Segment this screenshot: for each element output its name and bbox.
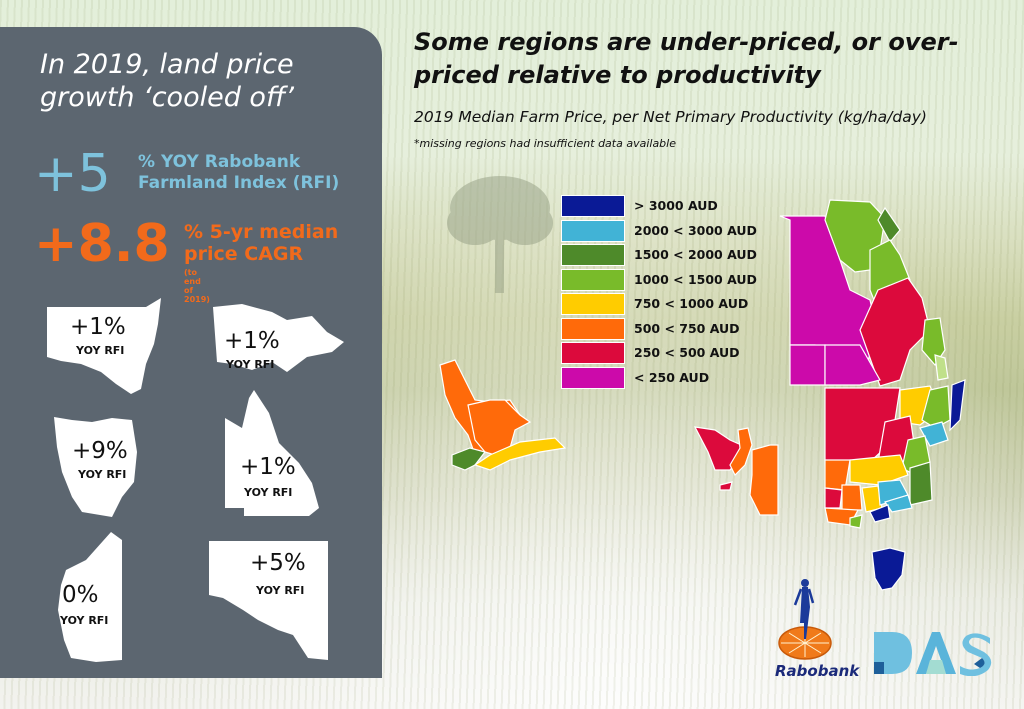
legend-swatch [561,195,625,217]
rfi-value: +5 [34,144,111,204]
sa-shape-icon [209,541,328,660]
legend-swatch [561,317,625,340]
state-wa: 0% YOY RFI [56,530,126,665]
map-subheading: 2019 Median Farm Price, per Net Primary … [414,108,927,126]
cagr-note: (to end of 2019) [184,268,210,304]
legend-swatch [561,293,625,315]
choropleth-map [439,199,966,591]
rabobank-logo: Rabobank [775,575,859,685]
panel-title: In 2019, land price growth ‘cooled off’ [40,49,295,113]
tas-shape-icon [54,417,137,517]
qld-shape-icon [225,390,319,516]
nsw-shape-icon [47,298,161,394]
main-heading: Some regions are under-priced, or over-p… [414,28,959,89]
rabobank-wordmark: Rabobank [775,662,860,680]
state-qld: +1% YOY RFI [224,388,334,518]
legend-swatch [561,366,625,389]
cagr-value: +8.8 [34,214,170,274]
state-nsw: +1% YOY RFI [46,294,166,394]
cagr-description: % 5-yr median price CAGR [184,221,339,265]
rfi-description: % YOY Rabobank Farmland Index (RFI) [138,152,340,193]
state-vic: +1% YOY RFI [212,302,347,387]
map-footnote: *missing regions had insufficient data a… [414,137,676,150]
vic-shape-icon [213,304,344,372]
legend-swatch [561,342,625,364]
wa-shape-icon [58,532,122,662]
legend-swatch [561,244,625,266]
das-logo [874,632,992,676]
legend-swatch [561,268,625,291]
state-sa: +5% YOY RFI [208,540,330,662]
state-tas: +9% YOY RFI [52,412,152,522]
rabobank-figure-icon [778,579,832,660]
tree-illustration [447,176,553,293]
legend-swatch [561,219,625,242]
